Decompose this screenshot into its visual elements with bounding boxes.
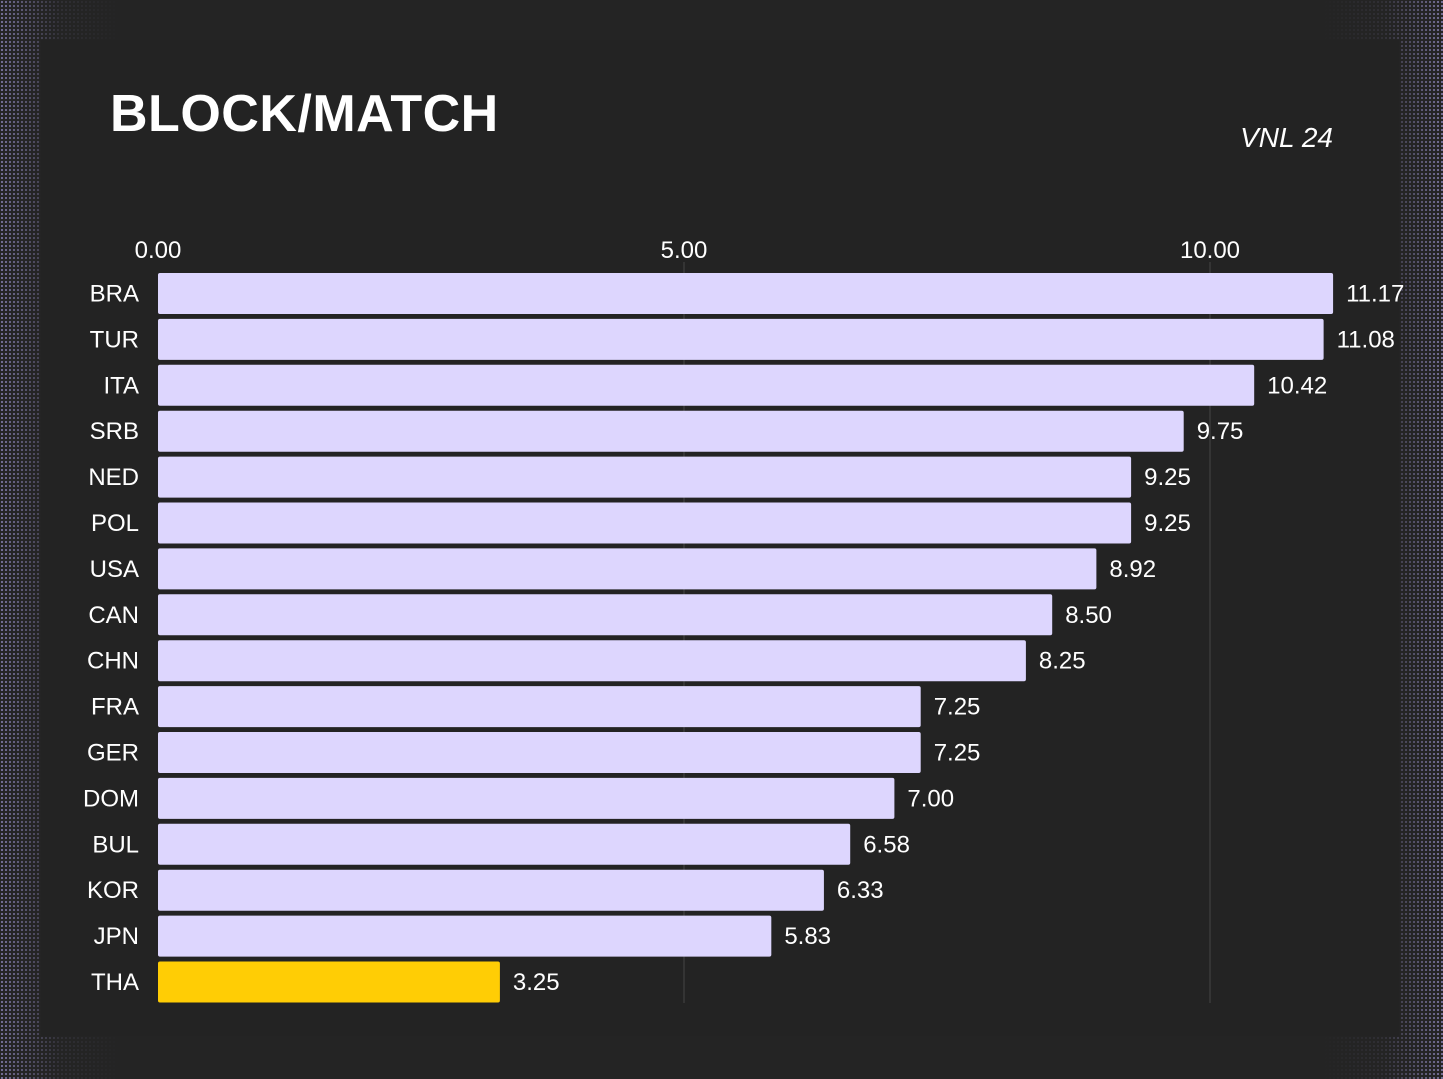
value-label-can: 8.50 xyxy=(1065,602,1112,629)
category-label-usa: USA xyxy=(90,556,139,583)
value-label-ger: 7.25 xyxy=(934,740,981,767)
value-label-pol: 9.25 xyxy=(1144,510,1191,537)
category-label-tha: THA xyxy=(91,969,139,996)
chart-title: BLOCK/MATCH xyxy=(110,85,499,143)
bar-tur xyxy=(158,318,1324,360)
bar-dom xyxy=(158,777,895,819)
x-tick-label: 0.00 xyxy=(135,237,182,264)
value-label-jpn: 5.83 xyxy=(784,923,831,950)
value-label-fra: 7.25 xyxy=(934,694,981,721)
bars xyxy=(158,273,1334,1003)
value-label-bul: 6.58 xyxy=(863,831,910,858)
x-axis-ticks: 0.00 5.00 10.00 xyxy=(135,237,1240,264)
category-label-dom: DOM xyxy=(83,785,139,812)
bar-chn xyxy=(158,640,1026,682)
category-label-chn: CHN xyxy=(87,648,139,675)
category-label-ita: ITA xyxy=(103,372,139,399)
x-tick-label: 10.00 xyxy=(1180,237,1240,264)
category-label-ned: NED xyxy=(88,464,139,491)
value-label-srb: 9.75 xyxy=(1197,418,1244,445)
value-label-ita: 10.42 xyxy=(1267,372,1327,399)
chart-subtitle: VNL 24 xyxy=(1240,122,1333,153)
bar-tha xyxy=(158,961,500,1003)
category-label-jpn: JPN xyxy=(94,923,139,950)
category-label-can: CAN xyxy=(88,602,139,629)
value-label-dom: 7.00 xyxy=(907,785,954,812)
bar-can xyxy=(158,594,1053,636)
category-label-srb: SRB xyxy=(90,418,139,445)
category-label-bul: BUL xyxy=(92,831,139,858)
value-label-tur: 11.08 xyxy=(1337,326,1395,353)
value-label-kor: 6.33 xyxy=(837,877,884,904)
category-label-tur: TUR xyxy=(90,326,139,353)
bar-ita xyxy=(158,364,1255,406)
bar-pol xyxy=(158,502,1132,544)
bar-kor xyxy=(158,869,824,911)
value-label-chn: 8.25 xyxy=(1039,648,1086,675)
bar-ned xyxy=(158,456,1132,498)
value-label-usa: 8.92 xyxy=(1109,556,1156,583)
value-label-bra: 11.17 xyxy=(1346,281,1404,308)
category-label-fra: FRA xyxy=(91,694,139,721)
category-label-pol: POL xyxy=(91,510,139,537)
value-labels: 11.1711.0810.429.759.259.258.928.508.257… xyxy=(513,281,1404,997)
bar-fra xyxy=(158,686,921,728)
category-label-kor: KOR xyxy=(87,877,139,904)
value-label-tha: 3.25 xyxy=(513,969,560,996)
category-labels: BRA TUR ITA SRB NED POL USA CAN CHN FRA GER DOM BUL K… xyxy=(83,281,139,997)
bar-bul xyxy=(158,823,851,865)
x-tick-label: 5.00 xyxy=(661,237,708,264)
bar-usa xyxy=(158,548,1097,590)
bar-jpn xyxy=(158,915,772,957)
category-label-bra: BRA xyxy=(90,281,139,308)
bar-ger xyxy=(158,732,921,773)
category-label-ger: GER xyxy=(87,740,139,767)
value-label-ned: 9.25 xyxy=(1144,464,1191,491)
bar-bra xyxy=(158,273,1334,314)
bar-srb xyxy=(158,410,1184,452)
